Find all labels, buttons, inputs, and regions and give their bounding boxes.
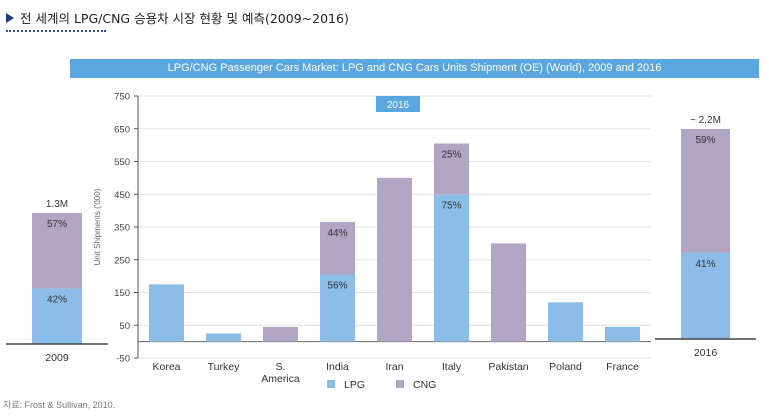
legend-swatch-cng [396, 380, 404, 388]
legend-swatch-lpg [327, 380, 335, 388]
subtitle-box [376, 96, 420, 112]
bar-cng [320, 222, 355, 275]
bar-cng [434, 143, 469, 195]
y-axis-label: Unit Shipments ('000) [93, 188, 102, 265]
bar-lpg [434, 194, 469, 342]
x-tick-label: S. [276, 361, 286, 373]
x-tick-label: Turkey [208, 361, 240, 373]
chart-title-banner: LPG/CNG Passenger Cars Market: LPG and C… [70, 59, 759, 78]
bar-lpg [548, 302, 583, 342]
data-label: 44% [327, 228, 347, 239]
y-tick-label: -50 [116, 354, 130, 365]
bar-2016-bar-lpg [681, 252, 730, 339]
x-tick-label: Iran [385, 361, 403, 373]
triangle-marker-icon [6, 12, 14, 23]
x-tick-label: Italy [442, 361, 462, 373]
chart-subtitle: 2016 [387, 100, 410, 111]
bar-2009-total-label: 1.3M [46, 199, 68, 210]
bar-lpg [149, 284, 184, 342]
y-tick-label: 450 [114, 190, 130, 201]
x-tick-label: Pakistan [488, 361, 528, 373]
bar-2009-bar-cng [32, 213, 82, 289]
bar-cng [263, 326, 298, 342]
page-header: 전 세계의 LPG/CNG 승용차 시장 현황 및 예측(2009~2016) [6, 8, 349, 27]
bar-cng [377, 177, 412, 342]
y-tick-label: 550 [114, 157, 130, 168]
legend-label-cng: CNG [413, 379, 436, 391]
y-tick-label: 250 [114, 255, 130, 266]
legend-label-lpg: LPG [344, 379, 365, 391]
bar-lpg [206, 333, 241, 342]
bar-2009-data-label-cng: 57% [47, 219, 67, 230]
data-label: 56% [327, 280, 347, 291]
bar-2016-data-label-cng: 59% [695, 135, 715, 146]
bar-2016-category-label: 2016 [694, 347, 718, 359]
bar-2009-category-label: 2009 [45, 352, 69, 364]
bar-2009-data-label-lpg: 42% [47, 294, 67, 305]
x-tick-label: France [606, 361, 639, 373]
x-tick-label: India [326, 361, 349, 373]
y-tick-label: 650 [114, 124, 130, 135]
x-tick-label: Poland [549, 361, 582, 373]
data-label: 75% [441, 200, 461, 211]
bar-2016-total-label: ~ 2.2M [690, 115, 721, 126]
bar-lpg [320, 274, 355, 342]
data-label: 25% [441, 149, 461, 160]
bar-2016-bar-cng [681, 129, 730, 253]
x-tick-label: America [261, 373, 300, 385]
y-tick-label: 50 [119, 321, 130, 332]
bar-lpg [605, 326, 640, 342]
source-note: 자료: Frost & Sullivan, 2010. [3, 400, 116, 410]
y-tick-label: 150 [114, 288, 130, 299]
bar-cng [491, 243, 526, 342]
bar-2009-bar-lpg [32, 288, 82, 344]
x-tick-label: Korea [152, 361, 180, 373]
bar-2016-data-label-lpg: 41% [695, 259, 715, 270]
y-tick-label: 750 [114, 92, 130, 103]
y-tick-label: 350 [114, 223, 130, 234]
header-divider [6, 30, 106, 32]
page-title: 전 세계의 LPG/CNG 승용차 시장 현황 및 예측(2009~2016) [20, 11, 349, 26]
